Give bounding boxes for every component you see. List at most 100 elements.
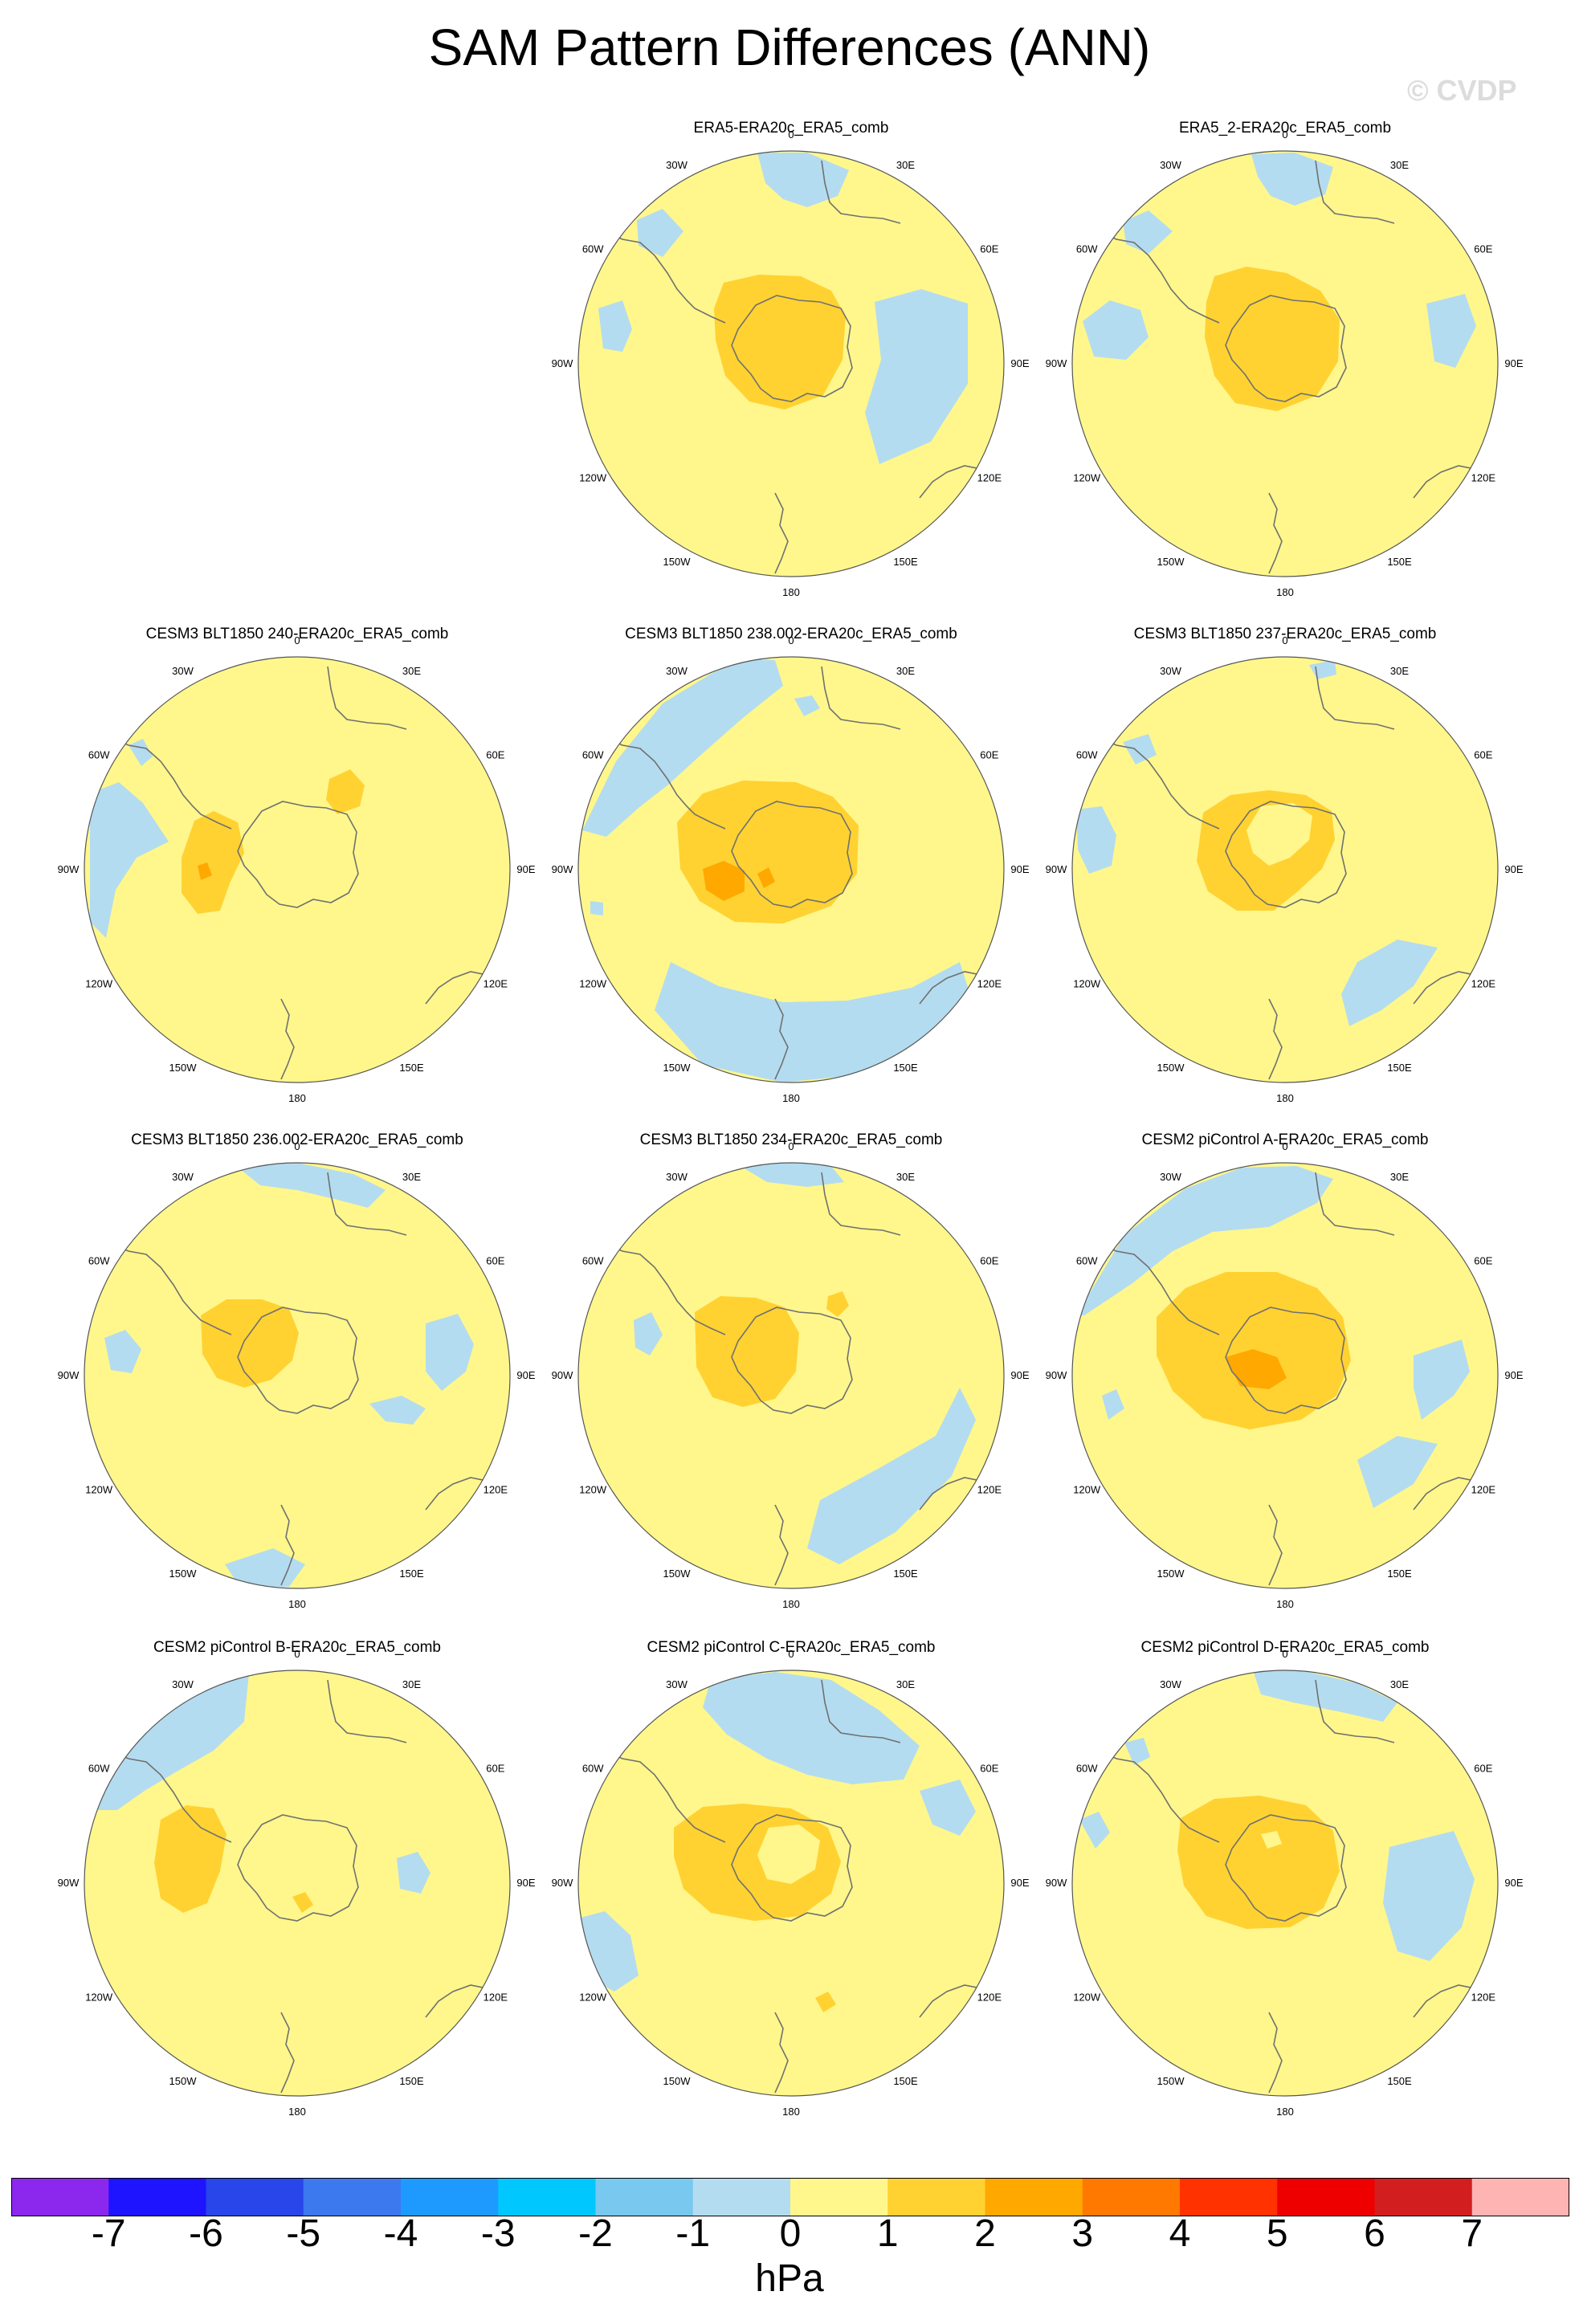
polar-map: 0 30E 60E 90E 120E 150E 180 150W 120W 90W 60W 30W <box>552 1140 1030 1610</box>
longitude-label: 150W <box>1157 1568 1185 1580</box>
south-america-coastline <box>1101 232 1220 324</box>
colorbar <box>11 2178 1569 2216</box>
longitude-label: 30E <box>1390 1678 1409 1690</box>
longitude-label: 60E <box>486 1255 504 1267</box>
longitude-label: 120W <box>1073 1484 1101 1496</box>
longitude-label: 30W <box>1160 665 1181 677</box>
positive-anomaly-region <box>292 1892 313 1913</box>
colorbar-tick-label: -7 <box>91 2212 126 2255</box>
longitude-label: 120E <box>977 472 1002 484</box>
longitude-label: 150E <box>399 2075 424 2087</box>
longitude-label: 90W <box>1046 1877 1067 1889</box>
longitude-label: 150E <box>399 1568 424 1580</box>
colorbar-segment <box>692 2178 791 2216</box>
cvdp-watermark: © CVDP <box>1407 74 1517 107</box>
longitude-label: 60E <box>486 749 504 761</box>
negative-anomaly-region <box>1341 940 1438 1026</box>
south-america-coastline <box>1101 1751 1220 1843</box>
map-border <box>577 1670 1005 2097</box>
map-panel: CESM3 BLT1850 237-ERA20c_ERA5_comb 0 30E 60… <box>1036 625 1534 1123</box>
negative-anomaly-region <box>1076 1166 1333 1315</box>
longitude-label: 90W <box>1046 357 1067 369</box>
colorbar-tick-label: 2 <box>974 2212 996 2255</box>
longitude-label: 0 <box>1282 128 1287 141</box>
africa-coastline <box>1315 160 1395 224</box>
africa-coastline <box>327 666 407 730</box>
panel-title: CESM3 BLT1850 238.002-ERA20c_ERA5_comb <box>625 626 957 642</box>
longitude-label: 30E <box>402 665 421 677</box>
longitude-label: 30E <box>402 1171 421 1183</box>
longitude-label: 90E <box>1010 1877 1029 1889</box>
antarctica-coastline <box>237 1814 359 1922</box>
longitude-label: 90W <box>58 1877 80 1889</box>
positive-anomaly-region <box>1205 267 1340 411</box>
longitude-label: 30E <box>896 159 915 171</box>
map-border <box>1071 1162 1499 1589</box>
map-border <box>84 1670 511 2097</box>
longitude-label: 120W <box>85 1484 113 1496</box>
south-america-coastline <box>607 738 726 830</box>
colorbar-segment <box>1180 2178 1278 2216</box>
polar-map: 0 30E 60E 90E 120E 150E 180 150W 120W 90W 60W 30W <box>552 634 1030 1104</box>
field-background <box>84 1670 510 2096</box>
longitude-label: 30W <box>172 665 194 677</box>
longitude-label: 150E <box>893 1568 918 1580</box>
longitude-label: 60W <box>582 243 604 255</box>
longitude-label: 0 <box>1282 1140 1287 1152</box>
negative-anomaly-region <box>1124 1738 1150 1765</box>
longitude-label: 120E <box>977 1992 1002 2004</box>
map-border <box>1071 1670 1499 2097</box>
new-zealand-coastline <box>774 492 789 574</box>
longitude-label: 30E <box>896 1171 915 1183</box>
negative-anomaly-region <box>794 695 820 716</box>
colorbar-tick-label: -5 <box>286 2212 321 2255</box>
antarctica-coastline <box>731 1814 853 1922</box>
longitude-label: 150W <box>169 1062 198 1074</box>
longitude-label: 0 <box>294 1140 300 1152</box>
longitude-label: 60E <box>980 749 998 761</box>
south-america-coastline <box>607 1751 726 1843</box>
map-panel: CESM3 BLT1850 238.002-ERA20c_ERA5_comb 0 3… <box>542 625 1040 1123</box>
polar-map: 0 30E 60E 90E 120E 150E 180 150W 120W 90W 60W 30W <box>58 634 536 1104</box>
longitude-label: 60W <box>1076 1763 1098 1775</box>
longitude-label: 0 <box>1282 634 1287 646</box>
map-panel: ERA5-ERA20c_ERA5_comb 0 30E 60E 90E 120E 150E 1… <box>542 119 1040 617</box>
positive-anomaly-region <box>815 1992 836 2012</box>
longitude-label: 30W <box>666 1171 687 1183</box>
antarctica-coastline <box>1225 801 1347 908</box>
new-zealand-coastline <box>280 2012 295 2094</box>
longitude-label: 120E <box>1471 1992 1496 2004</box>
longitude-label: 120E <box>1471 472 1496 484</box>
longitude-label: 120W <box>1073 1992 1101 2004</box>
longitude-label: 180 <box>288 2106 306 2118</box>
longitude-label: 60E <box>486 1763 504 1775</box>
colorbar-tick-label: -3 <box>480 2212 516 2255</box>
field-background <box>84 657 510 1082</box>
longitude-label: 90W <box>552 1369 573 1381</box>
longitude-label: 120E <box>977 1484 1002 1496</box>
negative-anomaly-region <box>703 1672 920 1784</box>
colorbar-segment <box>108 2178 206 2216</box>
longitude-label: 90E <box>516 1877 535 1889</box>
longitude-label: 30E <box>402 1678 421 1690</box>
negative-anomaly-region <box>96 1674 249 1810</box>
polar-map: 0 30E 60E 90E 120E 150E 180 150W 120W 90W 60W 30W <box>58 1140 536 1610</box>
longitude-label: 30E <box>1390 159 1409 171</box>
polar-map: 0 30E 60E 90E 120E 150E 180 150W 120W 90W 60W 30W <box>1046 1140 1524 1610</box>
negative-anomaly-region <box>1076 806 1116 874</box>
longitude-label: 120W <box>85 978 113 990</box>
longitude-label: 30W <box>172 1171 194 1183</box>
longitude-label: 150W <box>663 1062 692 1074</box>
africa-coastline <box>821 666 901 730</box>
map-panel: CESM3 BLT1850 234-ERA20c_ERA5_comb 0 30E 60… <box>542 1131 1040 1629</box>
longitude-label: 30W <box>666 665 687 677</box>
longitude-label: 90W <box>58 863 80 875</box>
map-border <box>1071 150 1499 577</box>
positive-anomaly-region <box>1177 1796 1340 1929</box>
longitude-label: 150W <box>169 2075 198 2087</box>
longitude-label: 30E <box>1390 665 1409 677</box>
longitude-label: 90E <box>1504 863 1523 875</box>
polar-map: 0 30E 60E 90E 120E 150E 180 150W 120W 90W 60W 30W <box>552 1648 1030 2118</box>
negative-anomaly-region <box>104 1330 141 1373</box>
colorbar-tick-label: 4 <box>1169 2212 1191 2255</box>
